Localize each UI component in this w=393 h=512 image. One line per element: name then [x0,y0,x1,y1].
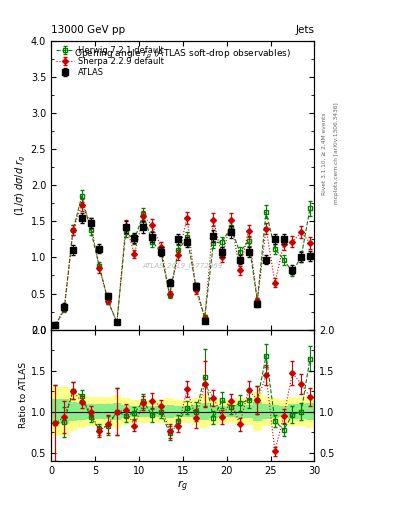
Text: Opening angle $r_g$ (ATLAS soft-drop observables): Opening angle $r_g$ (ATLAS soft-drop obs… [74,48,291,61]
Text: mcplots.cern.ch [arXiv:1306.3436]: mcplots.cern.ch [arXiv:1306.3436] [334,103,338,204]
Legend: Herwig 7.2.1 default, Sherpa 2.2.9 default, ATLAS: Herwig 7.2.1 default, Sherpa 2.2.9 defau… [54,45,165,79]
X-axis label: $r_g$: $r_g$ [177,478,188,494]
Text: Rivet 3.1.10, ≥ 2.4M events: Rivet 3.1.10, ≥ 2.4M events [322,112,327,195]
Text: Jets: Jets [296,26,314,35]
Text: 13000 GeV pp: 13000 GeV pp [51,26,125,35]
Y-axis label: Ratio to ATLAS: Ratio to ATLAS [19,362,28,428]
Text: ATLAS_2019_I1772069: ATLAS_2019_I1772069 [143,263,223,269]
Y-axis label: $(1/\sigma)$ $d\sigma/d$ $r_g$: $(1/\sigma)$ $d\sigma/d$ $r_g$ [13,155,28,216]
